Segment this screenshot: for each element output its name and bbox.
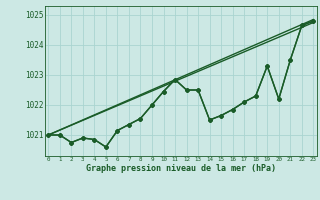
X-axis label: Graphe pression niveau de la mer (hPa): Graphe pression niveau de la mer (hPa) [86,164,276,173]
